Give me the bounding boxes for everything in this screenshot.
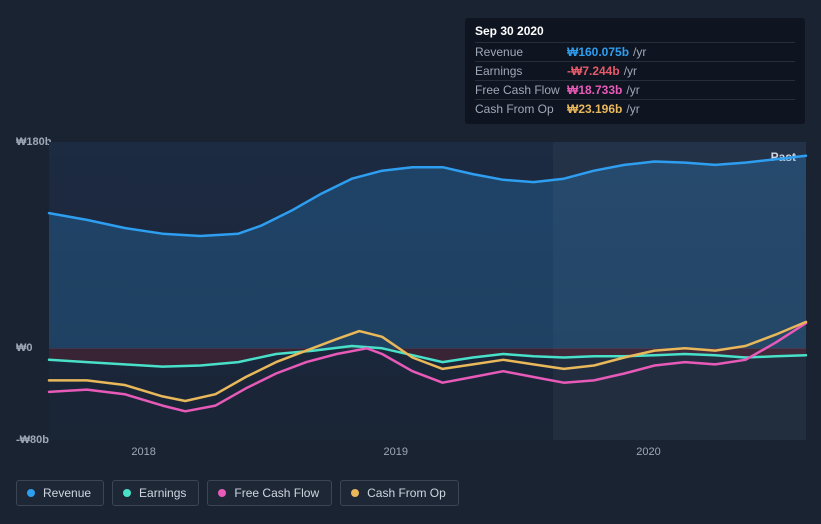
legend-swatch xyxy=(351,489,359,497)
legend-item-revenue[interactable]: Revenue xyxy=(16,480,104,506)
chart-plot-area: Past xyxy=(49,142,806,440)
tooltip-row: Free Cash Flow₩18.733b/yr xyxy=(475,80,795,99)
tooltip-row-suffix: /yr xyxy=(624,64,637,78)
y-axis-label: -₩80b xyxy=(16,434,49,446)
financials-chart: ₩180b₩0-₩80b Past 201820192020 xyxy=(16,120,806,440)
tooltip-row-suffix: /yr xyxy=(626,83,639,97)
tooltip-row-label: Free Cash Flow xyxy=(475,83,567,97)
y-axis-label: ₩0 xyxy=(16,342,33,354)
chart-legend: Revenue Earnings Free Cash Flow Cash From O… xyxy=(16,480,459,506)
tooltip-row-suffix: /yr xyxy=(633,45,646,59)
tooltip-row-value: ₩23.196b xyxy=(567,102,622,116)
tooltip-row-label: Cash From Op xyxy=(475,102,567,116)
series-area-revenue xyxy=(49,156,806,348)
legend-label: Free Cash Flow xyxy=(234,486,319,500)
legend-label: Cash From Op xyxy=(367,486,446,500)
legend-swatch xyxy=(27,489,35,497)
x-axis-label: 2018 xyxy=(131,446,155,458)
legend-item-earnings[interactable]: Earnings xyxy=(112,480,199,506)
legend-item-free-cash-flow[interactable]: Free Cash Flow xyxy=(207,480,332,506)
legend-label: Revenue xyxy=(43,486,91,500)
tooltip-row-suffix: /yr xyxy=(626,102,639,116)
y-axis-label: ₩180b xyxy=(16,136,51,148)
x-axis-label: 2019 xyxy=(383,446,407,458)
tooltip-row-label: Revenue xyxy=(475,45,567,59)
tooltip-row-label: Earnings xyxy=(475,64,567,78)
tooltip-row: Revenue₩160.075b/yr xyxy=(475,42,795,61)
tooltip-row-value: -₩7.244b xyxy=(567,64,620,78)
tooltip-row: Earnings-₩7.244b/yr xyxy=(475,61,795,80)
tooltip-row-value: ₩18.733b xyxy=(567,83,622,97)
tooltip-row: Cash From Op₩23.196b/yr xyxy=(475,99,795,118)
legend-swatch xyxy=(218,489,226,497)
legend-swatch xyxy=(123,489,131,497)
chart-tooltip: Sep 30 2020 Revenue₩160.075b/yrEarnings-… xyxy=(465,18,805,124)
x-axis-label: 2020 xyxy=(636,446,660,458)
legend-item-cash-from-op[interactable]: Cash From Op xyxy=(340,480,459,506)
legend-label: Earnings xyxy=(139,486,186,500)
tooltip-date: Sep 30 2020 xyxy=(475,24,795,42)
tooltip-row-value: ₩160.075b xyxy=(567,45,629,59)
